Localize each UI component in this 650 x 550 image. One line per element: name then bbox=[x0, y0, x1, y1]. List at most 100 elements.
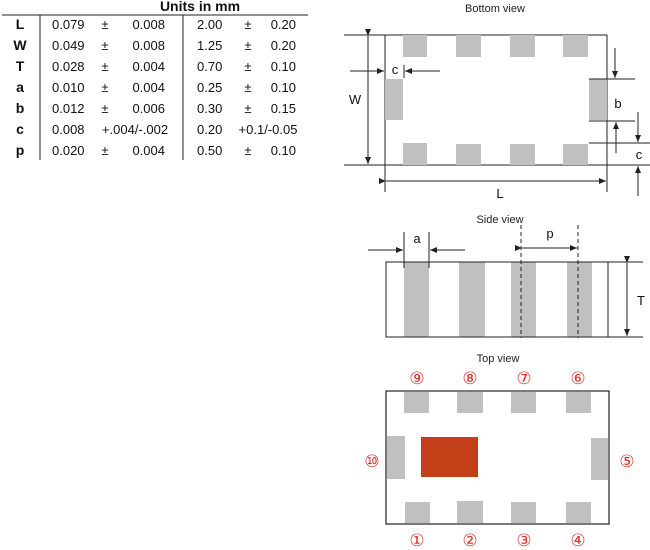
dim-label-T: T bbox=[637, 293, 645, 308]
table-cell-mm-value: 0.70 bbox=[197, 59, 222, 74]
pad bbox=[387, 436, 405, 479]
top-view: Top view ⑨ ⑧ ⑦ ⑥ ① ② ③ ④ ⑩ ⑤ bbox=[364, 353, 634, 550]
table-cell-mm-value: 2.00 bbox=[197, 17, 222, 32]
pin-number-10: ⑩ bbox=[364, 452, 379, 471]
table-cell-mm-pm: ± bbox=[244, 101, 251, 116]
table-cell-mm-tol: +0.1/-0.05 bbox=[239, 122, 298, 137]
table-cell-param: b bbox=[16, 100, 25, 116]
pin-number-1: ① bbox=[409, 531, 424, 550]
table-cell-in-value: 0.028 bbox=[52, 59, 85, 74]
pad bbox=[404, 392, 429, 413]
pad bbox=[405, 502, 430, 523]
table-cell-in-pm: ± bbox=[101, 143, 108, 158]
pad bbox=[456, 35, 481, 57]
table-cell-param: W bbox=[13, 37, 27, 53]
table-cell-mm-pm: ± bbox=[244, 38, 251, 53]
table-cell-mm-tol: 0.15 bbox=[271, 101, 296, 116]
pin-number-8: ⑧ bbox=[462, 369, 477, 388]
table-cell-in-pm: ± bbox=[101, 59, 108, 74]
table-cell-in-pm: ± bbox=[101, 38, 108, 53]
table-cell-mm-tol: 0.10 bbox=[271, 143, 296, 158]
top-view-title: Top view bbox=[477, 353, 520, 365]
table-cell-param: T bbox=[16, 58, 25, 74]
dim-label-c: c bbox=[392, 62, 399, 77]
table-cell-in-tol: 0.004 bbox=[132, 80, 165, 95]
pad bbox=[566, 502, 591, 523]
dimension-table: Units in mm L 0.079 ±0.008 2.00 ±0.20 W 0.049 ±… bbox=[2, 0, 308, 160]
table-cell-mm-tol: 0.20 bbox=[271, 38, 296, 53]
pin-number-7: ⑦ bbox=[516, 369, 531, 388]
table-cell-in-tol: 0.008 bbox=[132, 38, 165, 53]
pad bbox=[510, 35, 535, 57]
dim-label-a: a bbox=[413, 231, 421, 246]
table-cell-param: p bbox=[16, 142, 25, 158]
pad bbox=[385, 79, 403, 120]
bottom-view: Bottom view W c b c bbox=[344, 3, 650, 201]
table-cell-mm-pm: ± bbox=[244, 59, 251, 74]
dim-label-L: L bbox=[496, 186, 503, 201]
table-cell-mm-tol: 0.10 bbox=[271, 80, 296, 95]
table-cell-param: a bbox=[16, 79, 24, 95]
table-cell-in-tol: 0.004 bbox=[132, 143, 165, 158]
table-cell-mm-value: 0.20 bbox=[197, 122, 222, 137]
side-view-title: Side view bbox=[476, 214, 523, 226]
dim-label-p: p bbox=[546, 226, 553, 241]
pin-number-4: ④ bbox=[570, 531, 585, 550]
table-cell-in-value: 0.012 bbox=[52, 101, 85, 116]
table-cell-mm-value: 0.25 bbox=[197, 80, 222, 95]
table-cell-mm-tol: 0.20 bbox=[271, 17, 296, 32]
pad bbox=[511, 502, 536, 523]
pad bbox=[456, 144, 481, 165]
side-view: Side view a p T bbox=[368, 214, 645, 338]
table-cell-in-tol: +.004/-.002 bbox=[102, 122, 168, 137]
table-cell-in-pm: ± bbox=[101, 101, 108, 116]
pad bbox=[563, 35, 588, 57]
pad bbox=[567, 262, 592, 337]
table-cell-mm-pm: ± bbox=[244, 80, 251, 95]
pad bbox=[563, 144, 588, 165]
pad bbox=[511, 392, 536, 413]
pad bbox=[403, 35, 427, 57]
pin-number-5: ⑤ bbox=[619, 452, 634, 471]
table-cell-mm-value: 0.30 bbox=[197, 101, 222, 116]
table-cell-param: L bbox=[16, 16, 25, 32]
table-cell-in-value: 0.020 bbox=[52, 143, 85, 158]
pads bbox=[385, 35, 607, 165]
dim-label-W: W bbox=[349, 92, 362, 107]
pad bbox=[589, 79, 607, 120]
pad bbox=[457, 501, 483, 523]
bottom-view-title: Bottom view bbox=[465, 3, 525, 15]
table-cell-in-tol: 0.004 bbox=[132, 59, 165, 74]
pad bbox=[457, 392, 483, 413]
pad bbox=[459, 262, 485, 337]
table-cell-in-value: 0.010 bbox=[52, 80, 85, 95]
table-cell-in-pm: ± bbox=[101, 80, 108, 95]
table-cell-in-value: 0.049 bbox=[52, 38, 85, 53]
table-cell-in-value: 0.079 bbox=[52, 17, 85, 32]
pad bbox=[403, 143, 427, 165]
table-cell-mm-value: 1.25 bbox=[197, 38, 222, 53]
table-cell-in-value: 0.008 bbox=[52, 122, 85, 137]
table-header: Units in mm bbox=[160, 0, 240, 14]
pin-number-6: ⑥ bbox=[570, 369, 585, 388]
pad bbox=[404, 262, 429, 337]
pin-number-3: ③ bbox=[516, 531, 531, 550]
dim-label-c: c bbox=[636, 147, 643, 162]
pad bbox=[591, 438, 608, 480]
pin1-orientation-marker bbox=[421, 437, 478, 477]
table-cell-mm-tol: 0.10 bbox=[271, 59, 296, 74]
table-cell-in-pm: ± bbox=[101, 17, 108, 32]
pin-number-9: ⑨ bbox=[409, 369, 424, 388]
table-cell-mm-pm: ± bbox=[244, 17, 251, 32]
table-cell-in-tol: 0.006 bbox=[132, 101, 165, 116]
pad bbox=[566, 392, 591, 413]
pad bbox=[511, 262, 536, 337]
table-cell-mm-pm: ± bbox=[244, 143, 251, 158]
pad bbox=[510, 144, 535, 165]
table-cell-mm-value: 0.50 bbox=[197, 143, 222, 158]
table-cell-in-tol: 0.008 bbox=[132, 17, 165, 32]
pin-number-2: ② bbox=[462, 531, 477, 550]
dim-label-b: b bbox=[614, 96, 621, 111]
table-cell-param: c bbox=[16, 121, 24, 137]
